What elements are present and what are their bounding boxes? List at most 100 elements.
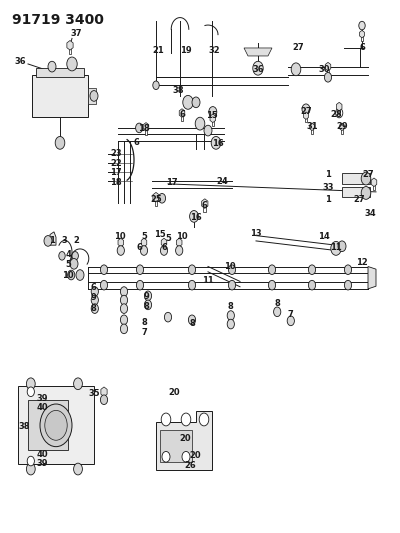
Bar: [88, 88, 96, 104]
Circle shape: [161, 413, 171, 426]
Bar: [203, 204, 206, 212]
Text: 1: 1: [49, 237, 55, 245]
Bar: [338, 107, 340, 114]
Circle shape: [74, 378, 82, 390]
Circle shape: [192, 97, 200, 108]
Text: 27: 27: [362, 171, 374, 179]
Text: 20: 20: [179, 434, 191, 442]
Circle shape: [359, 21, 365, 30]
Circle shape: [91, 287, 98, 296]
Polygon shape: [368, 266, 376, 289]
Polygon shape: [67, 41, 73, 50]
Circle shape: [120, 324, 128, 334]
Circle shape: [199, 413, 209, 426]
Text: 8: 8: [228, 302, 234, 311]
Text: 8: 8: [274, 300, 280, 308]
Text: 20: 20: [168, 388, 180, 397]
Circle shape: [120, 315, 128, 325]
Circle shape: [302, 104, 310, 115]
Bar: [102, 392, 106, 400]
Polygon shape: [325, 62, 331, 71]
Text: 6: 6: [179, 110, 185, 119]
Circle shape: [136, 265, 144, 274]
Text: 16: 16: [212, 140, 224, 148]
Circle shape: [291, 63, 301, 76]
Circle shape: [182, 451, 190, 462]
Circle shape: [26, 378, 35, 390]
Circle shape: [268, 280, 276, 290]
Text: 27: 27: [300, 108, 312, 116]
Text: 6: 6: [201, 201, 207, 209]
Text: 36: 36: [14, 57, 26, 66]
Circle shape: [227, 319, 234, 329]
Circle shape: [287, 316, 294, 326]
Bar: [163, 243, 165, 250]
Text: 18: 18: [138, 125, 150, 133]
Polygon shape: [161, 238, 167, 247]
Text: 11: 11: [330, 243, 342, 252]
Circle shape: [176, 246, 183, 255]
Circle shape: [336, 108, 343, 118]
Text: 9: 9: [90, 294, 96, 302]
Text: 4: 4: [65, 251, 71, 259]
Text: 6: 6: [133, 138, 139, 147]
Text: 19: 19: [180, 46, 192, 55]
Circle shape: [162, 451, 170, 462]
Circle shape: [68, 270, 75, 280]
Circle shape: [40, 404, 72, 447]
Text: 14: 14: [318, 232, 330, 241]
Circle shape: [308, 280, 316, 290]
Circle shape: [160, 246, 168, 255]
Bar: [341, 127, 343, 134]
Bar: [311, 127, 313, 134]
Circle shape: [100, 280, 108, 290]
Text: 6: 6: [136, 244, 142, 252]
Bar: [327, 67, 329, 74]
Circle shape: [361, 172, 371, 185]
Bar: [181, 113, 183, 120]
Circle shape: [195, 117, 205, 130]
Circle shape: [91, 295, 98, 305]
Bar: [36, 68, 84, 77]
Polygon shape: [156, 411, 212, 470]
Bar: [143, 243, 145, 250]
Circle shape: [209, 107, 217, 117]
Circle shape: [188, 280, 196, 290]
Bar: [18, 386, 94, 464]
Bar: [305, 116, 307, 123]
Text: 6: 6: [90, 284, 96, 292]
Text: 8: 8: [189, 319, 195, 328]
Circle shape: [48, 61, 56, 72]
Polygon shape: [118, 238, 124, 247]
Polygon shape: [101, 387, 107, 397]
Polygon shape: [202, 199, 208, 208]
Text: 8: 8: [144, 302, 150, 311]
Polygon shape: [32, 75, 88, 117]
Text: 6: 6: [359, 44, 365, 52]
Polygon shape: [304, 112, 308, 119]
Text: 17: 17: [110, 168, 122, 177]
Circle shape: [228, 280, 236, 290]
Text: 37: 37: [70, 29, 82, 37]
Circle shape: [338, 241, 346, 252]
Bar: [160, 430, 192, 462]
Bar: [145, 127, 147, 134]
Bar: [178, 243, 180, 250]
Text: 20: 20: [189, 451, 201, 460]
Bar: [361, 34, 363, 41]
Text: 10: 10: [224, 262, 236, 271]
Text: 40: 40: [36, 403, 48, 412]
Circle shape: [59, 252, 65, 260]
Circle shape: [76, 270, 84, 280]
Circle shape: [344, 280, 352, 290]
Circle shape: [211, 136, 221, 149]
Text: 2: 2: [74, 237, 80, 245]
Text: 17: 17: [166, 178, 178, 187]
Circle shape: [188, 315, 196, 325]
Text: 9: 9: [144, 293, 150, 301]
Polygon shape: [210, 114, 216, 123]
Text: 30: 30: [318, 65, 330, 74]
Text: 8: 8: [90, 304, 96, 312]
Circle shape: [45, 410, 67, 440]
Text: 35: 35: [88, 389, 100, 398]
